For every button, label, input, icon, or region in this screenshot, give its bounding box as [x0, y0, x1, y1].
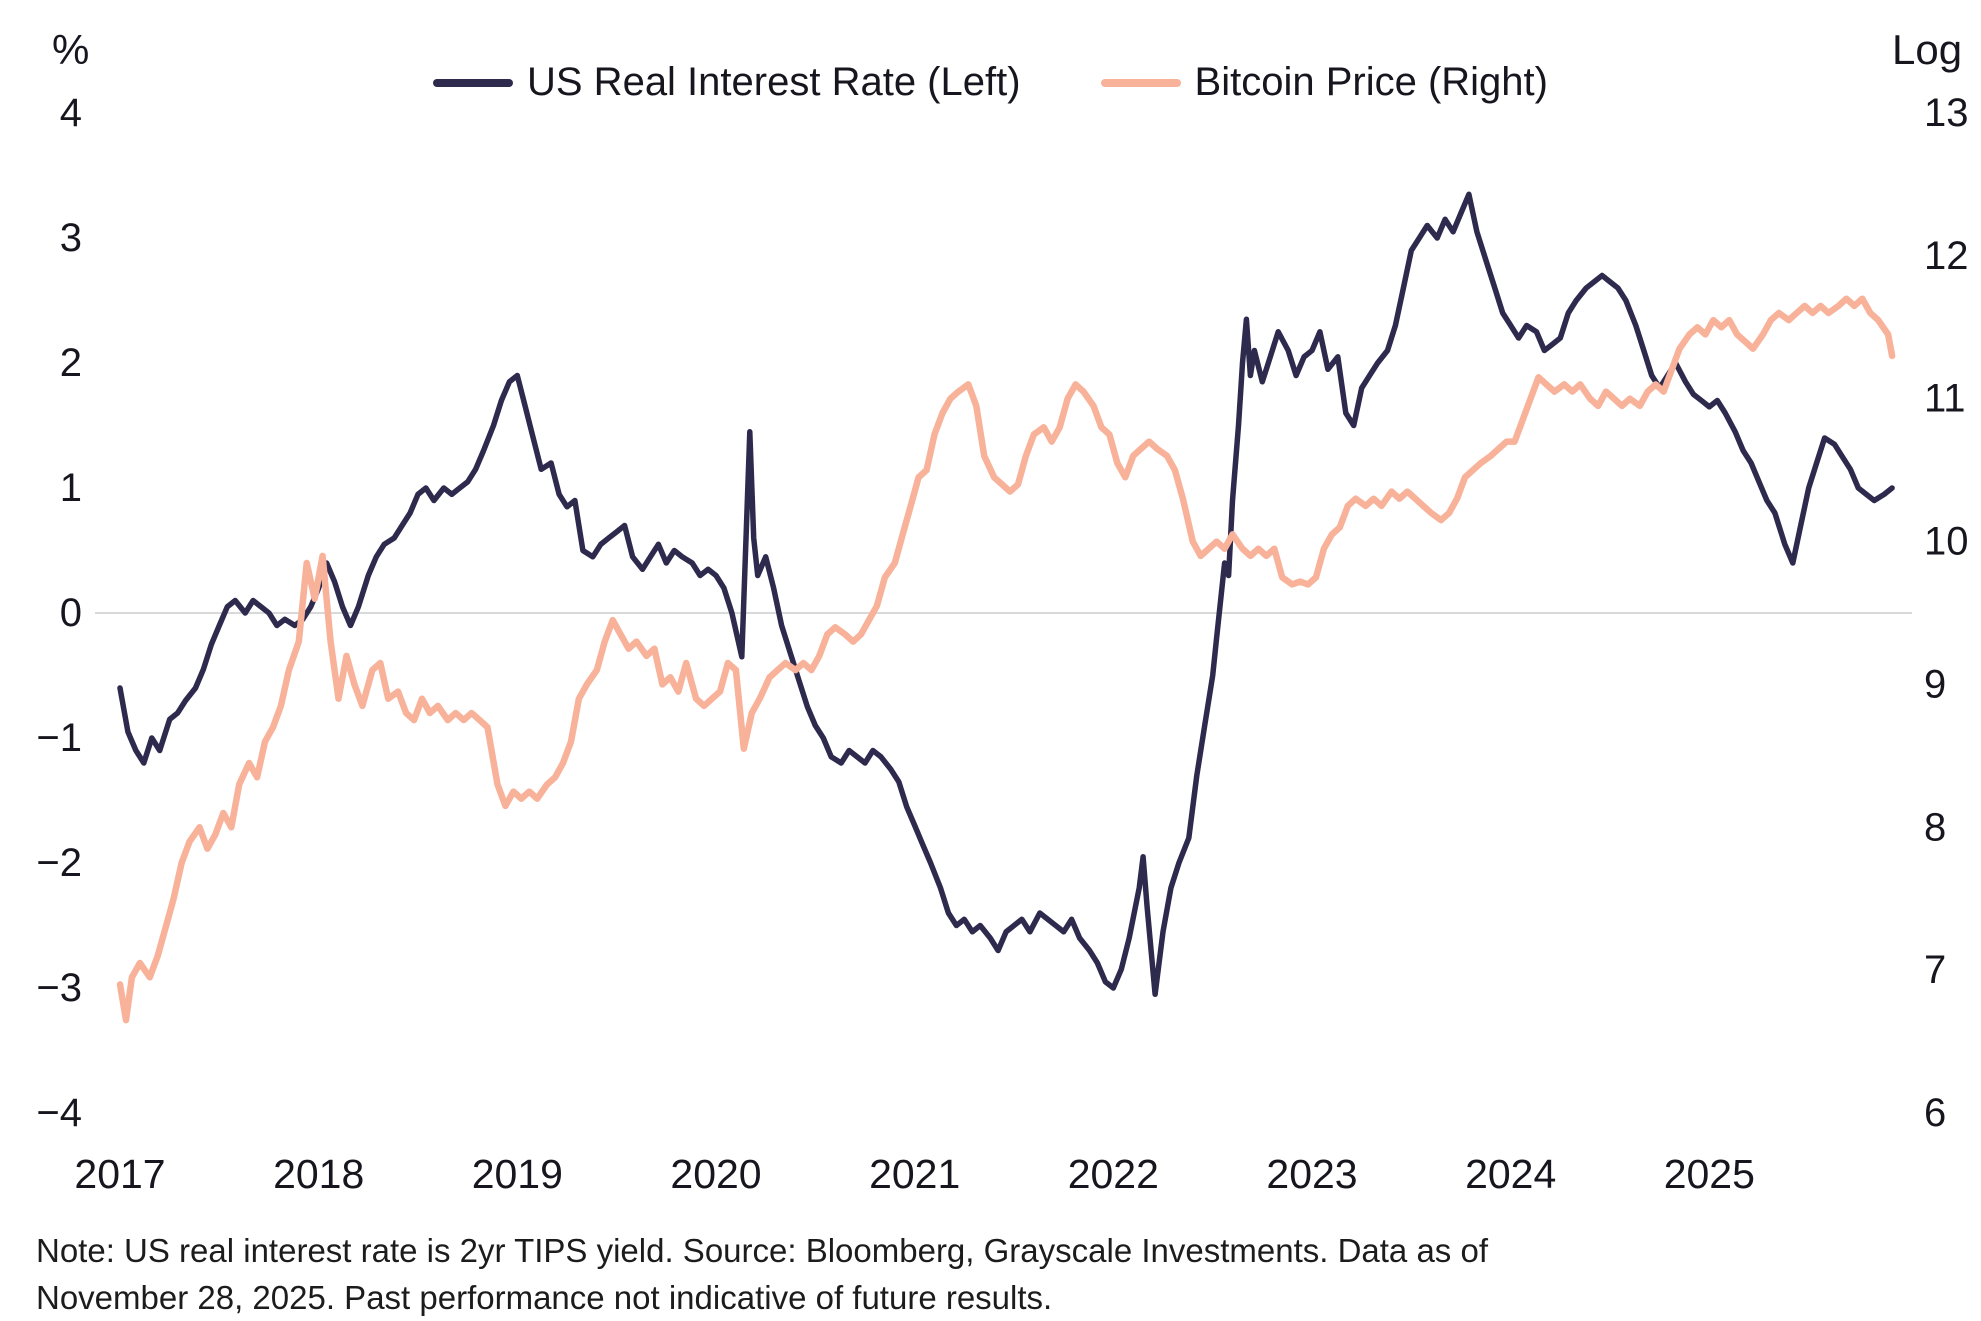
- real-rate-line: [117, 191, 1895, 998]
- left-axis-tick: 2: [60, 341, 82, 385]
- left-axis-tick: 4: [60, 91, 82, 135]
- x-axis-tick: 2021: [869, 1151, 960, 1197]
- footnote: Note: US real interest rate is 2yr TIPS …: [36, 1228, 1936, 1321]
- left-axis-unit-label: %: [52, 26, 90, 73]
- legend-item-bitcoin: Bitcoin Price (Right): [1100, 60, 1548, 105]
- legend-item-real-rate: US Real Interest Rate (Left): [433, 60, 1021, 105]
- right-axis-unit-label: Log: [1892, 26, 1963, 73]
- x-axis-tick: 2022: [1068, 1151, 1159, 1197]
- x-axis-tick: 2023: [1266, 1151, 1357, 1197]
- bitcoin-legend-label: Bitcoin Price (Right): [1194, 60, 1548, 104]
- footnote-line-2: November 28, 2025. Past performance not …: [36, 1278, 1053, 1316]
- bitcoin-legend-swatch: [1100, 78, 1181, 87]
- footnote-line-1: Note: US real interest rate is 2yr TIPS …: [36, 1232, 1488, 1269]
- left-axis-tick: 1: [60, 466, 82, 510]
- left-axis-tick: −1: [36, 716, 82, 760]
- left-axis-tick: −3: [36, 966, 82, 1010]
- x-axis-tick: 2025: [1664, 1151, 1755, 1197]
- right-axis-tick: 8: [1924, 805, 1946, 849]
- x-axis-tick: 2018: [273, 1151, 364, 1197]
- x-axis-tick: 2024: [1465, 1151, 1556, 1197]
- right-axis-tick: 10: [1924, 520, 1969, 564]
- bitcoin-line: [116, 295, 1896, 1024]
- right-axis-tick: 9: [1924, 662, 1946, 706]
- left-axis-tick: 0: [60, 591, 82, 635]
- right-axis-tick: 6: [1924, 1091, 1946, 1135]
- right-axis-tick: 7: [1924, 948, 1946, 992]
- left-axis-tick: 3: [60, 216, 82, 260]
- legend: US Real Interest Rate (Left) Bitcoin Pri…: [0, 60, 1981, 105]
- right-axis-tick: 12: [1924, 234, 1969, 278]
- left-axis-tick: −2: [36, 841, 82, 885]
- x-axis-tick: 2019: [472, 1151, 563, 1197]
- left-axis-tick: −4: [36, 1091, 82, 1135]
- real-rate-legend-label: US Real Interest Rate (Left): [527, 60, 1021, 104]
- x-axis-tick: 2017: [74, 1151, 165, 1197]
- right-axis-tick: 11: [1924, 377, 1966, 421]
- x-axis-tick: 2020: [670, 1151, 761, 1197]
- right-axis-tick: 13: [1924, 91, 1969, 135]
- real-rate-legend-swatch: [433, 78, 513, 87]
